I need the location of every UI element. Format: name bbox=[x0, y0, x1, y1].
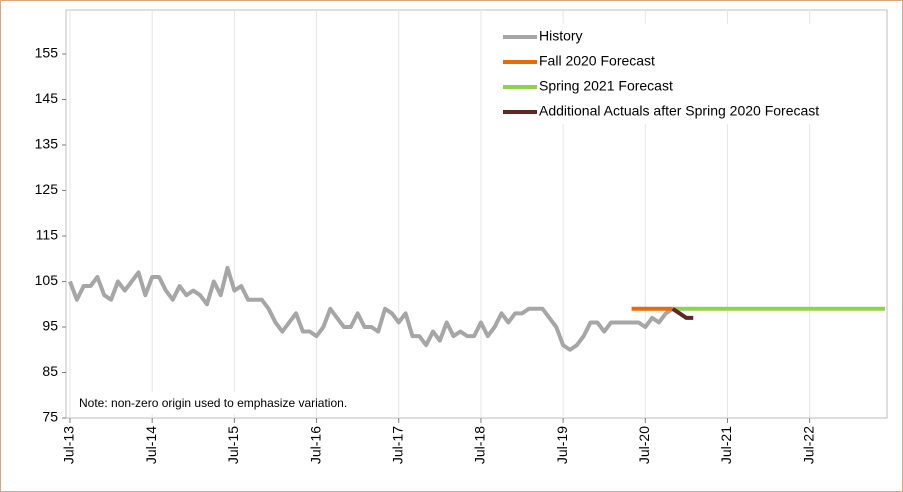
x-tick-label: Jul-22 bbox=[800, 426, 816, 464]
legend: History Fall 2020 Forecast Spring 2021 For… bbox=[496, 24, 868, 124]
y-tick-label: 115 bbox=[36, 227, 59, 243]
series-line bbox=[68, 265, 674, 352]
x-tick-label: Jul-17 bbox=[389, 426, 405, 464]
legend-label: Spring 2021 Forecast bbox=[539, 78, 673, 94]
legend-label: Additional Actuals after Spring 2020 For… bbox=[539, 103, 819, 119]
y-tick-label: 75 bbox=[42, 409, 58, 425]
y-tick-label: 125 bbox=[35, 181, 59, 197]
y-tick-label: 105 bbox=[35, 272, 59, 288]
x-tick-label: Jul-16 bbox=[307, 426, 323, 464]
y-tick-label: 95 bbox=[42, 318, 58, 334]
x-tick-label: Jul-15 bbox=[225, 426, 241, 464]
y-tick-label: 135 bbox=[35, 136, 59, 152]
x-tick-label: Jul-21 bbox=[718, 426, 734, 464]
x-tick-label: Jul-19 bbox=[554, 426, 570, 464]
legend-box bbox=[496, 24, 868, 124]
x-tick-label: Jul-14 bbox=[143, 426, 159, 464]
y-tick-label: 145 bbox=[35, 90, 59, 106]
y-tick-label: 155 bbox=[35, 45, 59, 61]
x-tick-label: Jul-13 bbox=[61, 426, 77, 464]
x-tick-label: Jul-20 bbox=[636, 426, 652, 464]
legend-label: Fall 2020 Forecast bbox=[539, 53, 655, 69]
legend-label: History bbox=[539, 28, 583, 44]
series-line bbox=[671, 307, 694, 320]
plot-frame bbox=[65, 9, 888, 419]
annotation: Note: non-zero origin used to emphasize … bbox=[79, 396, 347, 410]
annotation-box bbox=[75, 392, 265, 414]
x-tick-label: Jul-18 bbox=[472, 426, 488, 464]
y-tick-label: 85 bbox=[42, 363, 58, 379]
